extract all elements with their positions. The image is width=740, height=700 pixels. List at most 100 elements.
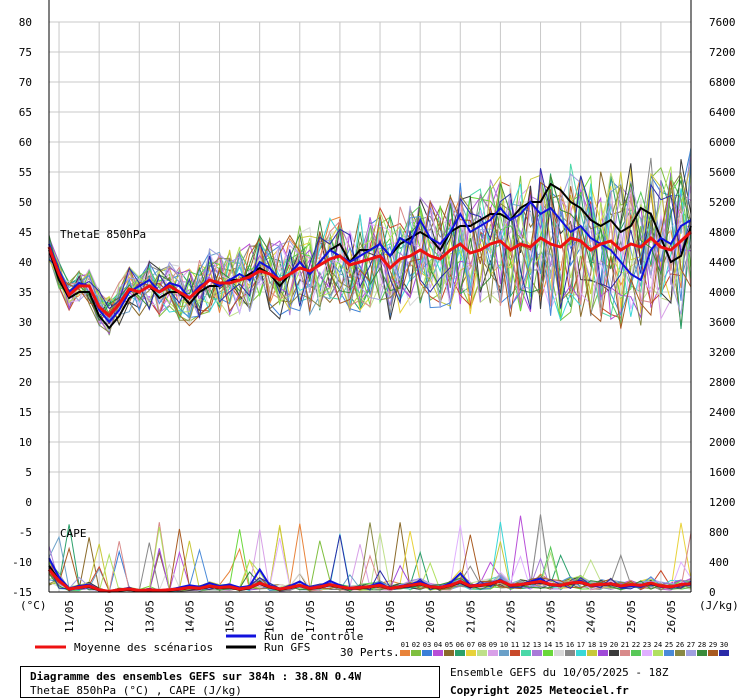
x-tick-label: 22/05 [504,600,517,633]
y-right-tick-label: 6000 [709,136,736,149]
pert-legend-swatch [455,650,465,656]
y-left-tick-label: -15 [12,586,32,599]
y-right-tick-label: 2000 [709,436,736,449]
pert-legend-swatch [422,650,432,656]
thetae-panel-label: ThetaE 850hPa [60,228,146,241]
pert-legend-number: 14 [544,641,552,649]
pert-legend-number: 25 [665,641,673,649]
y-left-tick-label: 45 [19,226,32,239]
pert-legend-number: 21 [621,641,629,649]
series-line-thetae [48,200,692,324]
pert-legend-number: 30 [720,641,728,649]
y-right-tick-label: 5600 [709,166,736,179]
pert-legend-number: 19 [599,641,607,649]
x-tick-label: 24/05 [585,600,598,633]
pert-legend-swatch [620,650,630,656]
pert-legend-number: 17 [577,641,585,649]
pert-legend-swatch [719,650,729,656]
y-right-tick-label: 800 [709,526,729,539]
y-right-tick-label: 7600 [709,16,736,29]
pert-legend-swatch [686,650,696,656]
y-right-tick-label: 7200 [709,46,736,59]
right-axis-unit: (J/kg) [699,599,739,612]
pert-legend-swatch [521,650,531,656]
y-left-tick-label: 0 [25,496,32,509]
pert-legend-number: 07 [467,641,475,649]
chart-legend: Moyenne des scénarios Run de contrôle Ru… [35,630,729,659]
pert-legend-swatch [554,650,564,656]
pert-legend-swatch [532,650,542,656]
cape-panel-label: CAPE [60,527,87,540]
x-tick-label: 16/05 [264,600,277,633]
y-left-tick-label: 20 [19,376,32,389]
x-tick-label: 11/05 [63,600,76,633]
pert-line-thetae [48,159,692,327]
y-left-tick-label: -10 [12,556,32,569]
pert-legend-swatch [675,650,685,656]
x-tick-label: 23/05 [545,600,558,633]
y-right-tick-label: 0 [709,586,716,599]
x-tick-label: 19/05 [384,600,397,633]
y-left-tick-label: 55 [19,166,32,179]
pert-legend-swatch [477,650,487,656]
y-left-tick-label: 80 [19,16,32,29]
x-tick-label: 13/05 [143,600,156,633]
left-axis-unit: (°C) [20,599,47,612]
pert-line-thetae [48,183,692,330]
y-left-tick-label: 70 [19,76,32,89]
y-left-tick-label: 10 [19,436,32,449]
pert-line-thetae [48,175,692,325]
pert-legend-swatch [510,650,520,656]
pert-legend-number: 15 [555,641,563,649]
x-tick-label: 20/05 [424,600,437,633]
y-right-tick-label: 6800 [709,76,736,89]
pert-legend-number: 28 [698,641,706,649]
pert-legend-swatch [642,650,652,656]
pert-legend-number: 12 [522,641,530,649]
pert-legend-number: 10 [500,641,508,649]
x-tick-label: 17/05 [304,600,317,633]
pert-legend-swatch [444,650,454,656]
x-tick-label: 15/05 [224,600,237,633]
series-line-cape [47,568,692,593]
pert-legend-swatch [664,650,674,656]
pert-legend-swatch [576,650,586,656]
y-left-tick-label: -5 [19,526,32,539]
pert-legend-number: 22 [632,641,640,649]
pert-legend-swatch [499,650,509,656]
pert-legend-swatch [587,650,597,656]
pert-legend-number: 13 [533,641,541,649]
y-right-tick-label: 3200 [709,346,736,359]
y-left-tick-label: 35 [19,286,32,299]
y-right-tick-label: 6400 [709,106,736,119]
pert-legend-swatch [400,650,410,656]
pert-legend-number: 01 [401,641,409,649]
pert-legend-number: 08 [478,641,486,649]
pert-line-thetae [48,171,692,334]
pert-legend-swatch [488,650,498,656]
x-tick-label: 14/05 [183,600,196,633]
y-left-tick-label: 65 [19,106,32,119]
pert-legend-number: 27 [687,641,695,649]
pert-legend-swatch [631,650,641,656]
y-left-tick-label: 50 [19,196,32,209]
info-subtitle: ThetaE 850hPa (°C) , CAPE (J/kg) [30,684,242,697]
pert-legend-swatch [697,650,707,656]
y-left-tick-label: 40 [19,256,32,269]
y-right-tick-label: 1200 [709,496,736,509]
pert-legend-swatch [543,650,553,656]
pert-legend-swatch [411,650,421,656]
pert-legend-number: 16 [566,641,574,649]
y-left-tick-label: 60 [19,136,32,149]
pert-legend-swatch [708,650,718,656]
pert-legend-swatch [598,650,608,656]
y-right-tick-label: 3600 [709,316,736,329]
pert-line-cape [48,526,692,593]
y-right-tick-label: 400 [709,556,729,569]
y-left-tick-label: 15 [19,406,32,419]
y-right-tick-label: 4000 [709,286,736,299]
pert-legend-number: 04 [434,641,442,649]
legend-mean-label: Moyenne des scénarios [74,641,213,654]
